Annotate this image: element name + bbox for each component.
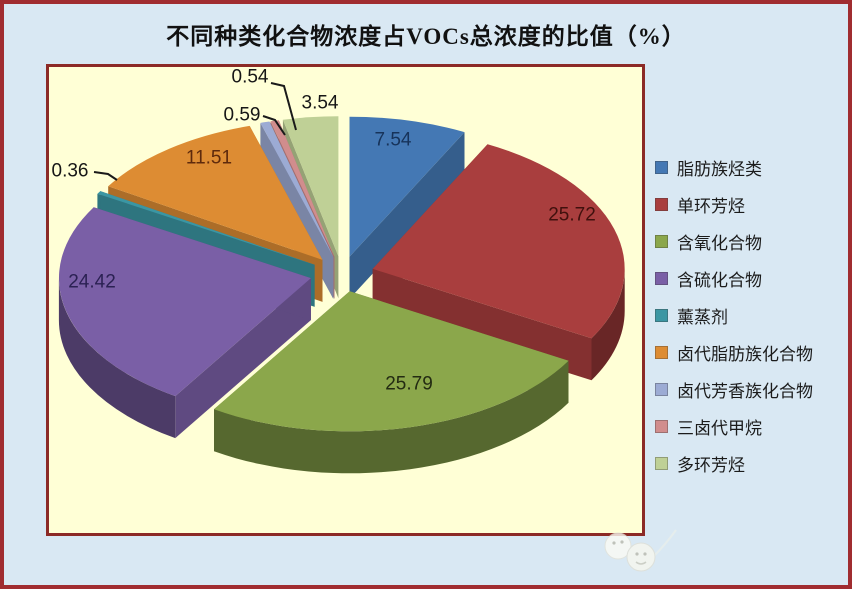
pie-slice-1 (372, 144, 625, 339)
legend-label: 含硫化合物 (677, 271, 762, 290)
data-label: 0.54 (232, 67, 269, 88)
legend-item: 薰蒸剂 (655, 304, 813, 327)
legend-swatch (655, 457, 668, 470)
data-label: 25.72 (548, 205, 596, 226)
legend: 脂肪族烃类单环芳烃含氧化合物含硫化合物薰蒸剂卤代脂肪族化合物 卤代芳香族化合物 三卤… (655, 156, 813, 475)
pie-slice-8 (282, 116, 339, 257)
legend-swatch (655, 420, 668, 433)
legend-label: 卤代脂肪族化合物 (677, 345, 813, 364)
label-leader-line (262, 115, 286, 136)
legend-swatch (655, 309, 668, 322)
pie-slice-rim (214, 360, 569, 474)
legend-swatch (655, 235, 668, 248)
pie-slice-side (349, 132, 465, 299)
legend-item: 单环芳烃 (655, 193, 813, 216)
pie-slice-0 (349, 116, 465, 257)
legend-item: 含氧化合物 (655, 230, 813, 253)
data-label: 3.54 (302, 93, 339, 114)
legend-label: 薰蒸剂 (677, 308, 728, 327)
legend-swatch (655, 272, 668, 285)
pie-slice-2 (214, 291, 569, 432)
pie-slice-5 (108, 125, 323, 260)
label-leader-line (93, 171, 118, 181)
chart-title: 不同种类化合物浓度占VOCs总浓度的比值（%） (166, 24, 686, 49)
pie-slice-4 (97, 191, 315, 265)
legend-item: 脂肪族烃类 (655, 156, 813, 179)
pie-chart: 7.54 25.72 25.79 24.42 0.36 11.51 0.59 0.54 3.54 (52, 67, 625, 474)
pie-slice-side (175, 278, 311, 439)
legend-swatch (655, 198, 668, 211)
data-label: 7.54 (375, 130, 412, 151)
pie-slice-3 (58, 207, 311, 397)
legend-item: 卤代脂肪族化合物 (655, 341, 813, 364)
data-label: 0.59 (224, 105, 261, 126)
legend-label: 含氧化合物 (677, 234, 762, 253)
pie-slice-7 (270, 120, 335, 257)
legend-label: 脂肪族烃类 (677, 160, 762, 179)
legend-swatch (655, 161, 668, 174)
legend-item: 卤代芳香族化合物 (655, 378, 813, 401)
watermark-graphic (604, 529, 677, 572)
data-label: 0.36 (52, 161, 89, 182)
legend-swatch (655, 383, 668, 396)
legend-label: 单环芳烃 (677, 197, 745, 216)
legend-label: 多环芳烃 (677, 456, 745, 475)
legend-label: 三卤代甲烷 (677, 419, 762, 438)
data-label: 11.51 (186, 148, 232, 169)
pie-slice-rim (58, 278, 176, 439)
legend-item: 多环芳烃 (655, 452, 813, 475)
legend-label: 卤代芳香族化合物 (677, 382, 813, 401)
pie-slice-6 (260, 121, 334, 257)
label-leader-line (270, 82, 297, 131)
legend-item: 含硫化合物 (655, 267, 813, 290)
data-label: 25.79 (385, 374, 433, 395)
data-label: 24.42 (68, 272, 116, 293)
pie-slice-rim (591, 268, 625, 381)
legend-swatch (655, 346, 668, 359)
legend-item: 三卤代甲烷 (655, 415, 813, 438)
